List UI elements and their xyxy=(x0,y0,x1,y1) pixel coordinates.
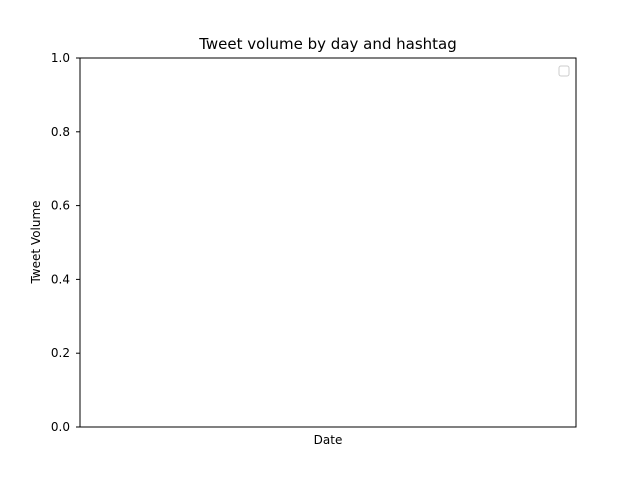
y-tick-label: 0.0 xyxy=(51,420,70,434)
y-tick-label: 0.8 xyxy=(51,125,70,139)
x-axis-label: Date xyxy=(314,433,343,447)
y-tick-label: 0.4 xyxy=(51,272,70,286)
y-axis: 0.0 0.2 0.4 0.6 0.8 1.0 xyxy=(51,51,80,434)
y-tick-label: 1.0 xyxy=(51,51,70,65)
legend xyxy=(558,65,570,77)
y-axis-label: Tweet Volume xyxy=(29,200,43,284)
plot-area xyxy=(80,58,576,427)
y-tick-label: 0.2 xyxy=(51,346,70,360)
legend-box xyxy=(558,65,570,77)
plot-frame xyxy=(79,57,577,428)
chart-title: Tweet volume by day and hashtag xyxy=(198,35,457,53)
y-tick-label: 0.6 xyxy=(51,199,70,213)
